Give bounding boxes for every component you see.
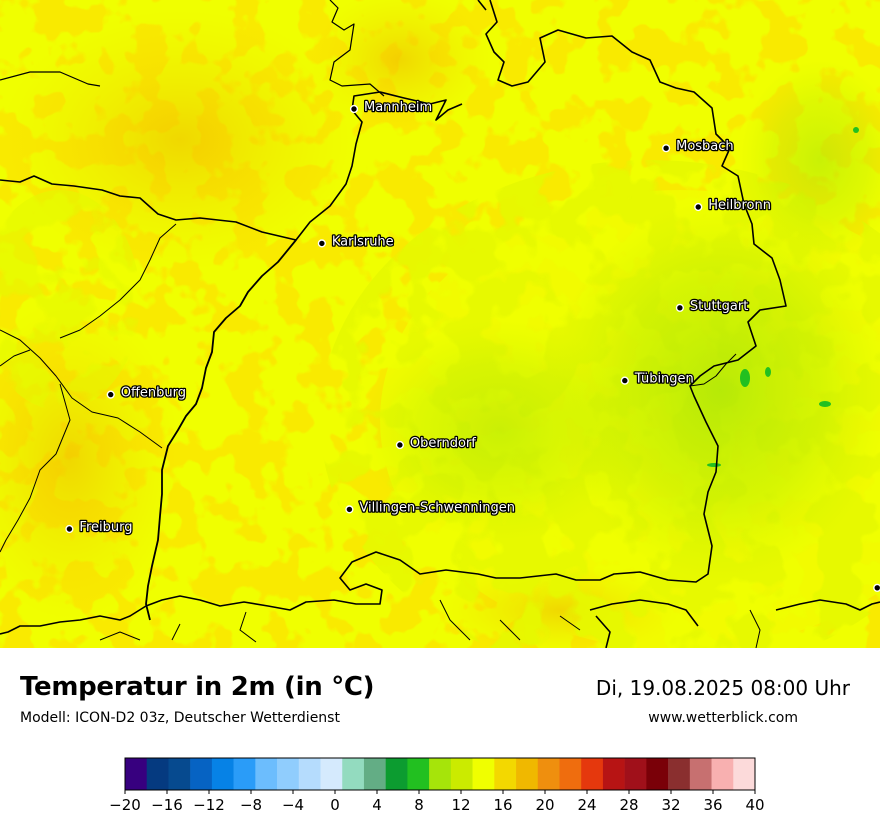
city-ravensburg: Ravensburg (873, 583, 880, 592)
legend-tick-label: −16 (151, 796, 183, 814)
legend-tick-label: 16 (493, 796, 512, 814)
city-mosbach: Mosbach (662, 138, 735, 155)
city-offenburg: Offenburg (106, 384, 187, 402)
city-label: Tübingen (634, 372, 694, 387)
legend-swatch (233, 758, 256, 790)
city-label: Freiburg (79, 520, 132, 535)
model-info: Modell: ICON-D2 03z, Deutscher Wetterdie… (20, 710, 340, 726)
legend-swatch (168, 758, 191, 790)
legend-tick-label: 0 (330, 796, 340, 814)
city-markers: MannheimMosbachHeilbronnKarlsruheAalenSt… (65, 99, 880, 592)
city-dot (65, 524, 74, 534)
legend-swatch (190, 758, 213, 790)
borders (0, 0, 880, 648)
city-dot (345, 505, 354, 514)
city-dot (662, 144, 671, 153)
legend-swatch (711, 758, 734, 790)
valid-datetime: Di, 19.08.2025 08:00 Uhr (595, 676, 850, 700)
legend-swatch (624, 758, 647, 790)
city-dot (106, 390, 115, 399)
legend-swatch (646, 758, 669, 790)
city-label: Karlsruhe (332, 234, 394, 249)
legend-swatch (255, 758, 278, 790)
city-dot (349, 104, 359, 114)
city-karlsruhe: Karlsruhe (317, 233, 395, 251)
city-heilbronn: Heilbronn (694, 197, 772, 214)
legend-tick-label: −8 (240, 796, 262, 814)
city-dot (620, 376, 629, 385)
legend-swatch (537, 758, 560, 790)
city-dot (675, 303, 684, 312)
city-mannheim: Mannheim (349, 99, 433, 116)
legend-tick-label: 28 (619, 796, 638, 814)
legend-swatch (146, 758, 169, 790)
temperature-legend: −20 −16 −12 −8 −4 0 4 8 12 16 20 24 28 32 36 40 (109, 757, 765, 814)
legend-tick-label: 32 (661, 796, 680, 814)
legend-swatch (125, 758, 148, 790)
legend-swatch (450, 758, 473, 790)
city-label: Mannheim (364, 100, 432, 115)
legend-tick-label: 40 (745, 796, 764, 814)
legend-swatch (494, 758, 517, 790)
legend-tick-label: −12 (193, 796, 225, 814)
legend-swatch (277, 758, 300, 790)
city-tuebingen: Tübingen (620, 370, 695, 388)
legend-swatch (668, 758, 691, 790)
city-label: Heilbronn (708, 198, 771, 213)
legend-swatch (581, 758, 604, 790)
legend-swatch (320, 758, 343, 790)
legend-frame (124, 757, 756, 791)
city-oberndorf: Oberndorf (395, 435, 478, 452)
city-label: Oberndorf (410, 436, 476, 451)
legend-swatch (385, 758, 408, 790)
legend-swatch (342, 758, 365, 790)
city-dot (873, 583, 880, 592)
city-label: Offenburg (121, 386, 186, 401)
legend-swatch (516, 758, 539, 790)
legend-tick-label: 20 (535, 796, 554, 814)
legend-swatch (407, 758, 430, 790)
city-freiburg: Freiburg (65, 519, 134, 536)
website-link[interactable]: www.wetterblick.com (648, 710, 798, 726)
temperature-map: MannheimMosbachHeilbronnKarlsruheAalenSt… (0, 0, 880, 648)
legend-tick-label: 8 (414, 796, 424, 814)
legend-swatch (689, 758, 712, 790)
city-dot (317, 239, 326, 248)
legend-swatch (363, 758, 386, 790)
legend-swatch (733, 758, 756, 790)
city-villingen-schwenningen: Villingen-Schwenningen (345, 499, 516, 517)
legend-tick-label: 12 (451, 796, 470, 814)
legend-swatch (298, 758, 321, 790)
footer: Temperatur in 2m (in °C) Modell: ICON-D2… (0, 648, 880, 830)
city-dot (395, 440, 405, 450)
legend-tick-label: 4 (372, 796, 382, 814)
legend-swatch (472, 758, 495, 790)
legend-swatch (559, 758, 582, 790)
legend-tick-label: 36 (703, 796, 722, 814)
legend-swatch (602, 758, 625, 790)
legend-tick-label: −4 (282, 796, 304, 814)
city-label: Mosbach (676, 139, 734, 154)
city-stuttgart: Stuttgart (675, 297, 750, 315)
city-label: Stuttgart (690, 299, 748, 314)
city-dot (694, 202, 703, 212)
cold-spots (707, 127, 859, 467)
legend-tick-label: 24 (577, 796, 596, 814)
legend-swatch (211, 758, 234, 790)
city-label: Villingen-Schwenningen (359, 500, 515, 515)
legend-tick-label: −20 (109, 796, 141, 814)
map-title: Temperatur in 2m (in °C) (20, 672, 375, 702)
legend-swatch (429, 758, 452, 790)
